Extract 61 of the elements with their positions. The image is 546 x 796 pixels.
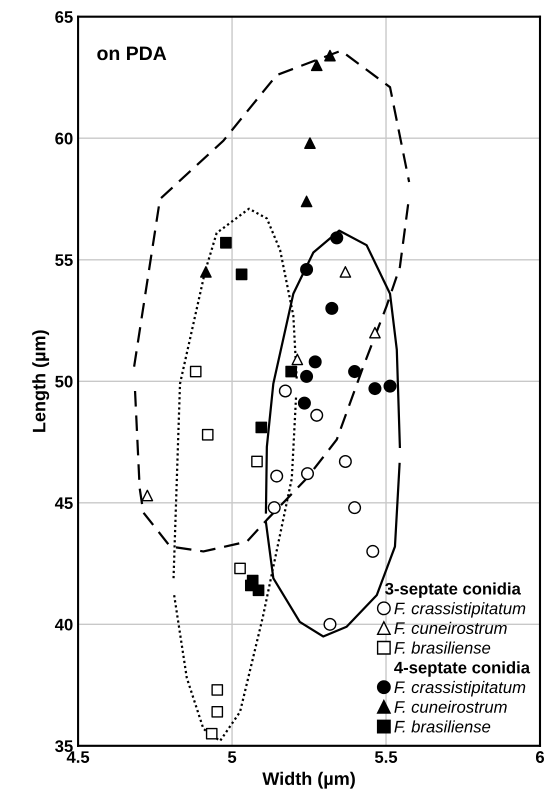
legend-label: F. cuneirostrum [394, 700, 507, 713]
point [291, 354, 304, 366]
point [268, 501, 281, 514]
x-tick-label: 4.5 [66, 751, 90, 763]
point [384, 380, 397, 393]
point [330, 231, 344, 244]
point [285, 366, 298, 378]
point [251, 456, 263, 468]
point [234, 562, 246, 574]
point [190, 366, 202, 378]
y-tick-label: 45 [54, 497, 73, 510]
legend-label: F. crassistipitatum [394, 602, 526, 618]
point [206, 728, 218, 740]
annotation: on PDA [97, 46, 166, 60]
point [348, 365, 362, 378]
point [142, 490, 154, 502]
x-axis-title: Width (µm) [262, 772, 355, 789]
point [255, 422, 268, 434]
point [324, 50, 336, 62]
point [310, 59, 323, 72]
x-tick-label: 5 [228, 751, 236, 763]
point [325, 302, 338, 315]
point [369, 326, 381, 339]
point [270, 470, 284, 483]
point [338, 454, 352, 468]
point [310, 408, 324, 422]
point [211, 706, 224, 718]
point [252, 584, 264, 596]
annotation: 4-septate conidia [394, 661, 530, 677]
point [300, 196, 312, 208]
point [236, 268, 248, 280]
point [200, 266, 212, 278]
point [368, 382, 382, 396]
y-tick-label: 65 [55, 11, 73, 23]
y-axis-title: Length (µm) [32, 330, 50, 432]
point [348, 501, 362, 514]
y-tick-label: 35 [55, 740, 73, 752]
y-tick-label: 60 [55, 132, 73, 144]
y-tick-label: 55 [55, 254, 73, 266]
point [202, 428, 214, 441]
legend-label: F. brasiliense [394, 642, 490, 654]
legend-label: F. cuneirostrum [394, 622, 507, 634]
point [340, 266, 352, 278]
legend-title: 3-septate conidia [385, 582, 521, 598]
point [300, 262, 314, 276]
point [298, 396, 311, 410]
point [323, 618, 336, 631]
legend-label: F. crassistipitatum [394, 680, 526, 696]
legend-label: F. brasiliense [394, 720, 490, 733]
x-tick-label: 6 [536, 751, 544, 763]
point [308, 355, 322, 368]
y-tick-label: 50 [55, 376, 73, 388]
point [304, 137, 316, 149]
point [366, 544, 380, 558]
point [220, 236, 232, 249]
point [300, 467, 314, 480]
y-tick-label: 40 [54, 618, 73, 631]
point [300, 370, 314, 383]
point [278, 384, 292, 398]
point [211, 684, 224, 696]
x-tick-label: 5.5 [374, 751, 398, 763]
